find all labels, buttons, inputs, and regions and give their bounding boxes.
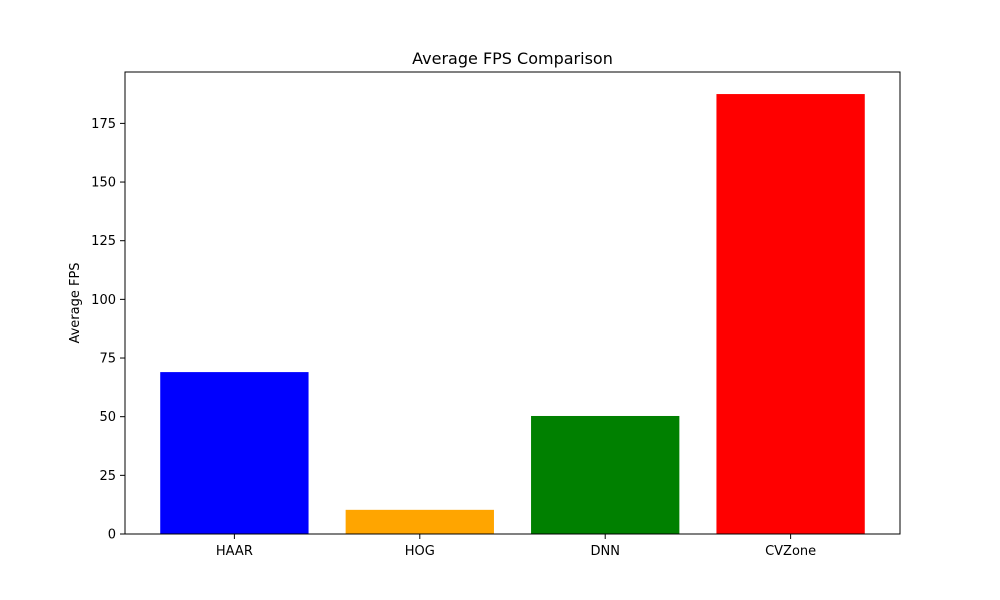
bar-haar (160, 372, 309, 534)
bars-group (160, 94, 865, 535)
x-axis-ticks: HAAR HOG DNN CVZone (216, 534, 816, 559)
y-tick-label: 150 (91, 176, 116, 191)
x-tick-label: HAAR (216, 544, 253, 559)
y-axis-ticks: 0 25 50 75 100 125 150 175 (91, 117, 125, 543)
bar-hog (345, 509, 494, 534)
plot-frame (124, 71, 901, 535)
x-tick-label: DNN (590, 544, 619, 559)
y-axis-label: Average FPS (68, 262, 83, 343)
y-tick-label: 50 (99, 410, 116, 425)
x-tick-label: HOG (405, 544, 435, 559)
y-tick-label: 25 (99, 469, 116, 484)
chart-title: Average FPS Comparison (412, 49, 613, 68)
x-tick-label: CVZone (765, 544, 816, 559)
bar-cvzone (716, 94, 865, 535)
y-tick-label: 75 (99, 352, 116, 367)
bar-dnn (531, 415, 680, 534)
y-tick-label: 125 (91, 234, 116, 249)
y-tick-label: 175 (91, 117, 116, 132)
y-tick-label: 100 (91, 293, 116, 308)
y-tick-label: 0 (108, 528, 116, 543)
